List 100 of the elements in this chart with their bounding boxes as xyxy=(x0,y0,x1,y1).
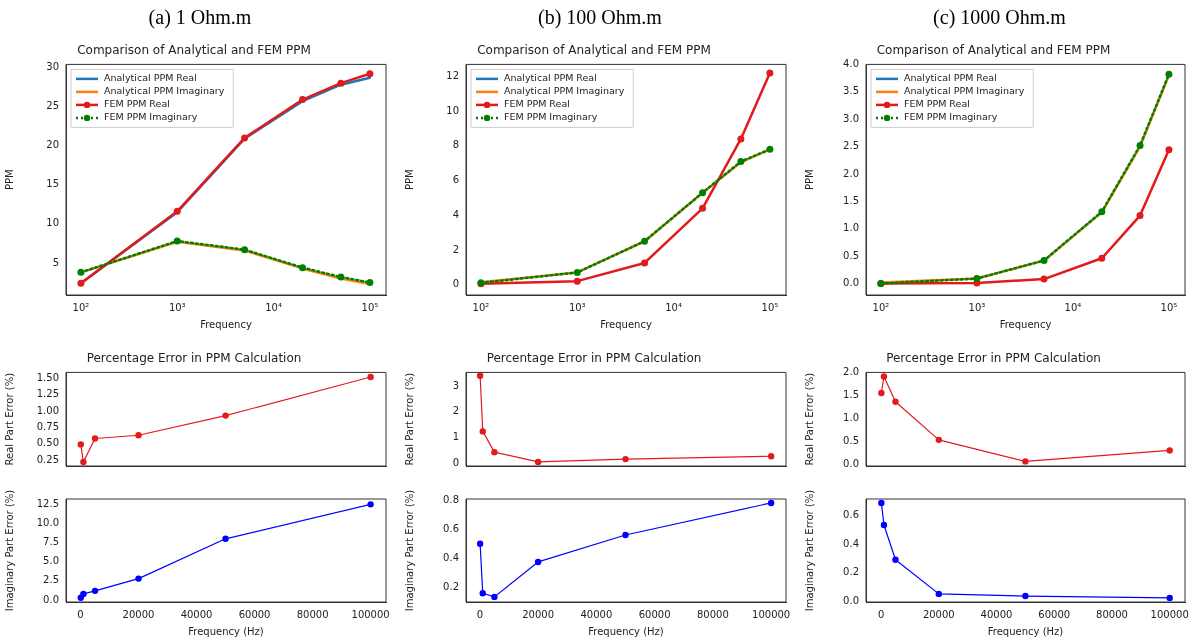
y-tick-label: 15 xyxy=(46,178,59,190)
legend-label: FEM PPM Imaginary xyxy=(904,111,998,123)
y-tick-label: 2.0 xyxy=(843,365,859,377)
y-tick-label: 10.0 xyxy=(36,517,59,529)
x-tick-label: 40000 xyxy=(180,608,213,620)
y-tick-label: 0.2 xyxy=(843,566,859,578)
y-tick-label: 8 xyxy=(452,139,459,151)
chart-title: (b) 100 Ohm.m xyxy=(537,5,663,31)
y-tick-label: 2.5 xyxy=(843,140,859,152)
chart-title: Percentage Error in PPM Calculation xyxy=(486,351,702,366)
chart-subtitle: Comparison of Analytical and FEM PPM xyxy=(876,43,1111,58)
y-tick-label: 3 xyxy=(452,379,459,391)
y-tick-label: 0.0 xyxy=(843,457,859,469)
x-tick-label: 60000 xyxy=(238,608,271,620)
y-tick-label: 0.0 xyxy=(843,594,859,606)
chart-title: Percentage Error in PPM Calculation xyxy=(886,351,1101,366)
x-axis-title: Frequency xyxy=(600,318,652,330)
x-tick-label: 10⁴ xyxy=(265,301,282,313)
y-axis-title: PPM xyxy=(3,169,15,191)
y-tick-label: 0.5 xyxy=(843,434,859,446)
y-tick-label: 12 xyxy=(446,70,459,82)
y-axis-title: Real Part Error (%) xyxy=(803,372,815,466)
y-tick-label: 0 xyxy=(452,278,459,290)
y-tick-label: 25 xyxy=(46,100,59,112)
legend-label: Analytical PPM Imaginary xyxy=(504,85,625,97)
y-axis-title: Real Part Error (%) xyxy=(3,372,15,466)
y-tick-label: 0 xyxy=(452,456,459,468)
y-axis-title: Imaginary Part Error (%) xyxy=(803,489,815,612)
x-axis-title: Frequency (Hz) xyxy=(188,625,264,637)
y-tick-label: 2 xyxy=(452,243,459,255)
x-tick-label: 80000 xyxy=(1096,608,1128,620)
y-tick-label: 30 xyxy=(46,61,59,73)
x-tick-label: 40000 xyxy=(980,608,1013,620)
y-tick-label: 0.25 xyxy=(36,453,59,465)
x-tick-label: 80000 xyxy=(696,608,729,620)
legend-label: Analytical PPM Real xyxy=(904,72,997,84)
y-tick-label: 5.0 xyxy=(43,555,59,567)
legend-label: FEM PPM Imaginary xyxy=(104,111,198,123)
x-axis-title: Frequency (Hz) xyxy=(588,625,664,637)
x-tick-label: 20000 xyxy=(122,608,155,620)
y-tick-label: 1.5 xyxy=(843,388,859,400)
y-tick-label: 0.4 xyxy=(843,537,859,549)
x-tick-label: 40000 xyxy=(580,608,613,620)
x-tick-label: 10⁵ xyxy=(1160,301,1178,313)
y-tick-label: 3.5 xyxy=(843,85,859,97)
x-tick-label: 10⁵ xyxy=(361,301,379,313)
x-tick-label: 100000 xyxy=(1150,608,1189,620)
chart-title: Percentage Error in PPM Calculation xyxy=(86,351,302,366)
y-tick-label: 1.25 xyxy=(36,388,59,400)
y-tick-label: 1.50 xyxy=(36,371,59,383)
y-tick-label: 5 xyxy=(52,256,59,268)
y-tick-label: 6 xyxy=(452,174,459,186)
y-tick-label: 12.5 xyxy=(36,497,59,509)
x-tick-label: 10² xyxy=(872,301,890,313)
chart-subtitle: Comparison of Analytical and FEM PPM xyxy=(477,43,711,58)
y-tick-label: 1 xyxy=(452,430,459,442)
x-tick-label: 10⁵ xyxy=(761,301,779,313)
chart-title: (a) 1 Ohm.m xyxy=(147,5,253,31)
legend-label: FEM PPM Real xyxy=(104,98,170,110)
y-tick-label: 2.5 xyxy=(43,574,59,586)
y-tick-label: 4.0 xyxy=(843,57,859,69)
y-axis-title: PPM xyxy=(403,169,415,191)
x-tick-label: 60000 xyxy=(1038,608,1071,620)
legend-label: Analytical PPM Imaginary xyxy=(104,85,225,97)
y-tick-label: 2 xyxy=(452,405,459,417)
x-tick-label: 100000 xyxy=(351,608,390,620)
y-tick-label: 1.0 xyxy=(843,222,859,234)
x-tick-label: 80000 xyxy=(296,608,329,620)
chart-subtitle: Comparison of Analytical and FEM PPM xyxy=(77,43,311,58)
y-tick-label: 0.50 xyxy=(36,437,59,449)
y-tick-label: 0.75 xyxy=(36,420,59,432)
y-tick-label: 1.0 xyxy=(843,411,859,423)
x-tick-label: 10² xyxy=(472,301,490,313)
y-tick-label: 0.0 xyxy=(43,593,59,605)
x-tick-label: 10² xyxy=(72,301,90,313)
y-axis-title: Real Part Error (%) xyxy=(403,372,415,466)
y-tick-label: 0.6 xyxy=(443,522,459,534)
x-tick-label: 10³ xyxy=(968,301,986,313)
x-tick-label: 0 xyxy=(877,608,885,620)
y-axis-title: Imaginary Part Error (%) xyxy=(403,489,415,612)
y-tick-label: 0.0 xyxy=(843,277,859,289)
legend-label: Analytical PPM Real xyxy=(504,72,597,84)
x-tick-label: 60000 xyxy=(638,608,671,620)
y-tick-label: 4 xyxy=(452,208,459,220)
x-tick-label: 10⁴ xyxy=(1064,301,1082,313)
y-tick-label: 1.5 xyxy=(843,194,859,206)
y-tick-label: 0.5 xyxy=(843,249,859,261)
x-axis-title: Frequency xyxy=(999,318,1052,330)
x-tick-label: 100000 xyxy=(752,608,791,620)
y-tick-label: 10 xyxy=(46,217,59,229)
y-tick-label: 7.5 xyxy=(43,536,59,548)
y-tick-label: 0.2 xyxy=(443,581,459,593)
x-tick-label: 10³ xyxy=(168,301,186,313)
x-axis-title: Frequency xyxy=(200,318,252,330)
y-tick-label: 10 xyxy=(446,104,459,116)
x-tick-label: 10⁴ xyxy=(665,301,682,313)
x-axis-title: Frequency (Hz) xyxy=(987,625,1064,637)
chart-title: (c) 1000 Ohm.m xyxy=(932,5,1067,31)
y-tick-label: 2.0 xyxy=(843,167,859,179)
legend-label: FEM PPM Real xyxy=(504,98,570,110)
